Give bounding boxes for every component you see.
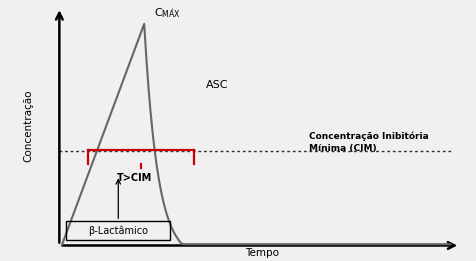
Text: T>CIM: T>CIM (117, 173, 152, 183)
Text: ASC: ASC (205, 80, 228, 90)
Text: C$_{\mathsf{M\'{A}X}}$: C$_{\mathsf{M\'{A}X}}$ (153, 6, 180, 20)
Text: Concentração: Concentração (24, 90, 34, 162)
Text: Tempo: Tempo (245, 248, 278, 258)
Text: β-Lactâmico: β-Lactâmico (88, 226, 148, 236)
Text: Concentração Inibitória
Mínima (CIM): Concentração Inibitória Mínima (CIM) (308, 132, 428, 153)
